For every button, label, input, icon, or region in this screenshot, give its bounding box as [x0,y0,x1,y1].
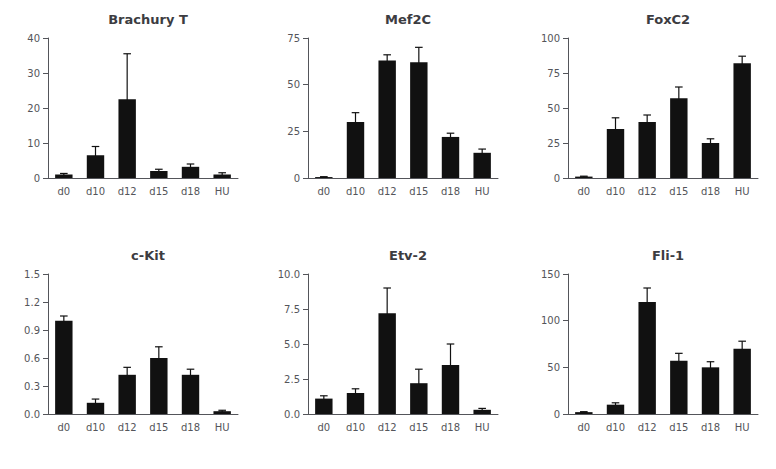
svg-text:HU: HU [475,422,490,433]
svg-text:Fli-1: Fli-1 [652,248,684,263]
svg-text:HU: HU [735,422,750,433]
svg-text:1.2: 1.2 [24,297,40,308]
svg-text:Etv-2: Etv-2 [389,248,427,263]
svg-text:d0: d0 [577,186,590,197]
svg-text:d10: d10 [346,422,365,433]
svg-text:0.6: 0.6 [24,353,40,364]
svg-text:d10: d10 [86,422,105,433]
svg-text:d10: d10 [606,186,625,197]
svg-text:d12: d12 [638,422,657,433]
svg-text:HU: HU [475,186,490,197]
svg-text:d15: d15 [409,422,428,433]
svg-text:0: 0 [554,173,560,184]
svg-text:d18: d18 [701,422,720,433]
svg-text:100: 100 [541,315,560,326]
svg-text:d10: d10 [346,186,365,197]
svg-text:150: 150 [541,269,560,280]
svg-text:d15: d15 [669,186,688,197]
svg-text:d12: d12 [378,186,397,197]
svg-text:2.5: 2.5 [284,374,300,385]
svg-text:75: 75 [547,68,560,79]
svg-text:d12: d12 [118,422,137,433]
svg-text:d12: d12 [378,422,397,433]
svg-text:d18: d18 [441,422,460,433]
svg-text:d10: d10 [86,186,105,197]
svg-text:d18: d18 [441,186,460,197]
svg-text:10: 10 [27,138,40,149]
svg-text:0.3: 0.3 [24,381,40,392]
svg-text:d12: d12 [638,186,657,197]
svg-text:d15: d15 [669,422,688,433]
svg-text:d12: d12 [118,186,137,197]
svg-text:d0: d0 [577,422,590,433]
svg-text:FoxC2: FoxC2 [646,12,690,27]
svg-text:20: 20 [27,103,40,114]
svg-text:25: 25 [547,138,560,149]
svg-text:0: 0 [554,409,560,420]
svg-text:c-Kit: c-Kit [131,248,165,263]
svg-text:d10: d10 [606,422,625,433]
svg-text:0: 0 [294,173,300,184]
svg-text:0.0: 0.0 [24,409,40,420]
svg-text:d0: d0 [57,422,70,433]
svg-text:d15: d15 [409,186,428,197]
svg-text:d0: d0 [317,422,330,433]
svg-text:50: 50 [547,103,560,114]
svg-text:d15: d15 [149,422,168,433]
svg-text:d0: d0 [317,186,330,197]
svg-text:0.0: 0.0 [284,409,300,420]
svg-text:25: 25 [287,126,300,137]
svg-text:d18: d18 [181,186,200,197]
svg-text:50: 50 [287,79,300,90]
svg-text:d0: d0 [57,186,70,197]
svg-text:75: 75 [287,33,300,44]
svg-text:d15: d15 [149,186,168,197]
svg-text:30: 30 [27,68,40,79]
svg-text:Brachury T: Brachury T [108,12,188,27]
svg-text:100: 100 [541,33,560,44]
svg-text:10.0: 10.0 [278,269,300,280]
svg-text:5.0: 5.0 [284,339,300,350]
svg-text:HU: HU [215,186,230,197]
svg-text:0.9: 0.9 [24,325,40,336]
svg-text:50: 50 [547,362,560,373]
svg-text:7.5: 7.5 [284,304,300,315]
svg-text:0: 0 [34,173,40,184]
svg-text:d18: d18 [181,422,200,433]
svg-text:HU: HU [215,422,230,433]
svg-text:HU: HU [735,186,750,197]
svg-text:d18: d18 [701,186,720,197]
svg-text:Mef2C: Mef2C [385,12,431,27]
svg-text:40: 40 [27,33,40,44]
svg-text:1.5: 1.5 [24,269,40,280]
